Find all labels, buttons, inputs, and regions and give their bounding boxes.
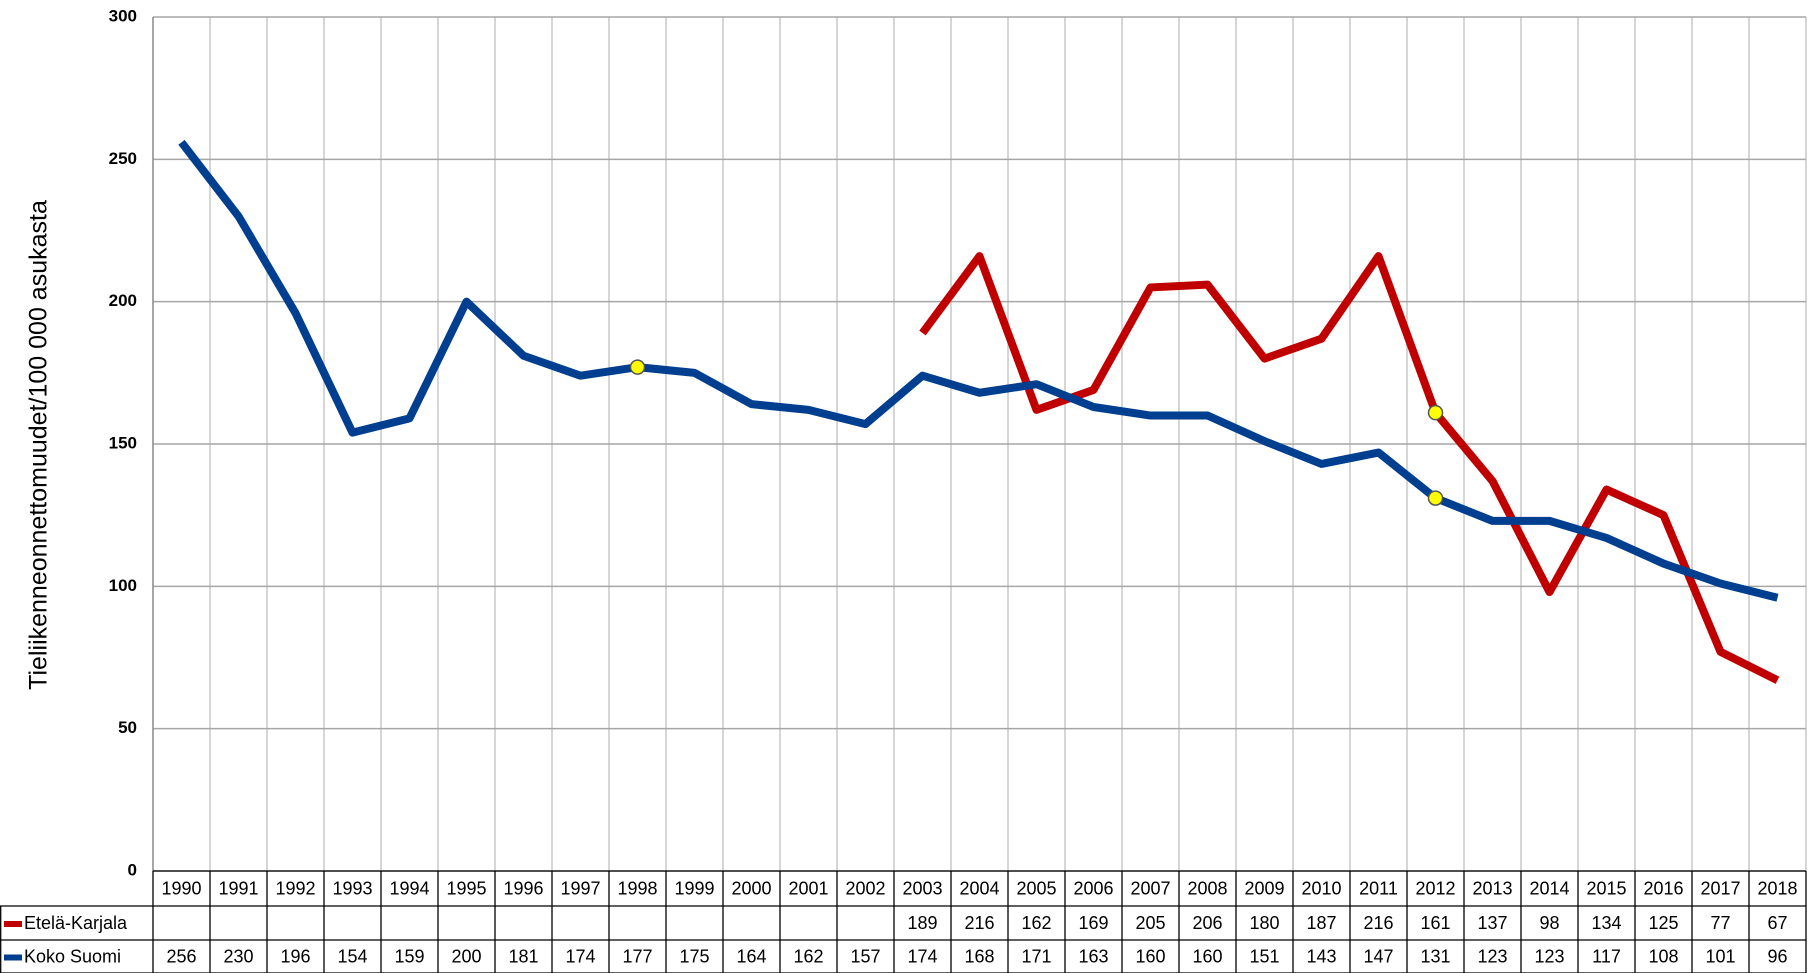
x-tick-label: 2000 <box>731 878 771 898</box>
x-tick-label: 1991 <box>218 878 258 898</box>
x-tick-label: 1997 <box>560 878 600 898</box>
y-tick-label: 100 <box>109 576 137 595</box>
table-value: 162 <box>793 946 823 966</box>
highlight-marker <box>629 359 646 375</box>
x-tick-label: 1993 <box>332 878 372 898</box>
table-value: 137 <box>1477 913 1507 933</box>
table-value: 159 <box>394 946 424 966</box>
x-tick-label: 2014 <box>1529 878 1569 898</box>
table-value: 134 <box>1591 913 1621 933</box>
table-value: 160 <box>1192 946 1222 966</box>
table-value: 168 <box>964 946 994 966</box>
table-value: 205 <box>1135 913 1165 933</box>
y-tick-label: 250 <box>109 149 137 168</box>
table-value: 181 <box>508 946 538 966</box>
table-value: 123 <box>1477 946 1507 966</box>
table-value: 216 <box>1363 913 1393 933</box>
x-tick-label: 2009 <box>1244 878 1284 898</box>
x-tick-label: 2002 <box>845 878 885 898</box>
x-tick-label: 1999 <box>674 878 714 898</box>
legend-label: Etelä-Karjala <box>24 913 128 933</box>
x-tick-label: 2013 <box>1472 878 1512 898</box>
x-tick-label: 2011 <box>1359 878 1398 898</box>
y-tick-label: 0 <box>128 860 137 879</box>
table-value: 230 <box>223 946 253 966</box>
table-value: 67 <box>1767 913 1787 933</box>
y-tick-label: 300 <box>109 6 137 25</box>
table-value: 187 <box>1306 913 1336 933</box>
table-value: 98 <box>1539 913 1559 933</box>
table-value: 143 <box>1306 946 1336 966</box>
y-tick-label: 200 <box>109 291 137 310</box>
table-value: 117 <box>1592 946 1621 966</box>
x-tick-label: 2003 <box>902 878 942 898</box>
table-value: 171 <box>1021 946 1051 966</box>
table-value: 101 <box>1705 946 1735 966</box>
x-tick-label: 1998 <box>617 878 657 898</box>
table-value: 154 <box>337 946 367 966</box>
x-tick-label: 2001 <box>788 878 828 898</box>
table-value: 161 <box>1420 913 1450 933</box>
table-value: 151 <box>1249 946 1279 966</box>
table-value: 147 <box>1363 946 1393 966</box>
table-value: 174 <box>565 946 595 966</box>
x-tick-label: 2010 <box>1301 878 1341 898</box>
y-tick-label: 50 <box>118 718 137 737</box>
x-tick-label: 2004 <box>959 878 999 898</box>
table-value: 200 <box>451 946 481 966</box>
table-value: 189 <box>907 913 937 933</box>
highlight-marker <box>1427 404 1444 421</box>
table-value: 123 <box>1534 946 1564 966</box>
table-value: 77 <box>1710 913 1730 933</box>
table-value: 177 <box>622 946 652 966</box>
x-tick-label: 2018 <box>1757 878 1797 898</box>
x-tick-label: 1995 <box>446 878 486 898</box>
legend-label: Koko Suomi <box>24 946 121 966</box>
x-tick-label: 2007 <box>1130 878 1170 898</box>
table-value: 163 <box>1078 946 1108 966</box>
table-value: 196 <box>280 946 310 966</box>
x-tick-label: 1996 <box>503 878 543 898</box>
table-value: 108 <box>1648 946 1678 966</box>
table-value: 216 <box>964 913 994 933</box>
highlight-marker <box>1427 490 1444 506</box>
table-value: 160 <box>1135 946 1165 966</box>
table-value: 206 <box>1192 913 1222 933</box>
x-tick-label: 1990 <box>161 878 201 898</box>
table-value: 162 <box>1021 913 1051 933</box>
x-tick-label: 2005 <box>1016 878 1056 898</box>
y-tick-label: 150 <box>109 433 137 452</box>
table-value: 131 <box>1420 946 1450 966</box>
table-value: 175 <box>679 946 709 966</box>
table-value: 96 <box>1767 946 1787 966</box>
table-value: 157 <box>850 946 880 966</box>
table-value: 125 <box>1648 913 1678 933</box>
table-value: 256 <box>166 946 196 966</box>
y-axis-label: Tieliikenneonnettomuudet/100 000 asukast… <box>25 200 53 690</box>
x-tick-label: 2017 <box>1700 878 1740 898</box>
x-tick-label: 2016 <box>1643 878 1683 898</box>
x-tick-label: 1994 <box>389 878 429 898</box>
x-tick-label: 2012 <box>1415 878 1455 898</box>
x-tick-label: 1992 <box>275 878 315 898</box>
table-value: 180 <box>1249 913 1279 933</box>
series-line <box>178 139 1779 602</box>
table-value: 164 <box>736 946 766 966</box>
table-value: 169 <box>1078 913 1108 933</box>
x-tick-label: 2008 <box>1187 878 1227 898</box>
table-value: 174 <box>907 946 937 966</box>
x-tick-label: 2015 <box>1586 878 1626 898</box>
x-tick-label: 2006 <box>1073 878 1113 898</box>
